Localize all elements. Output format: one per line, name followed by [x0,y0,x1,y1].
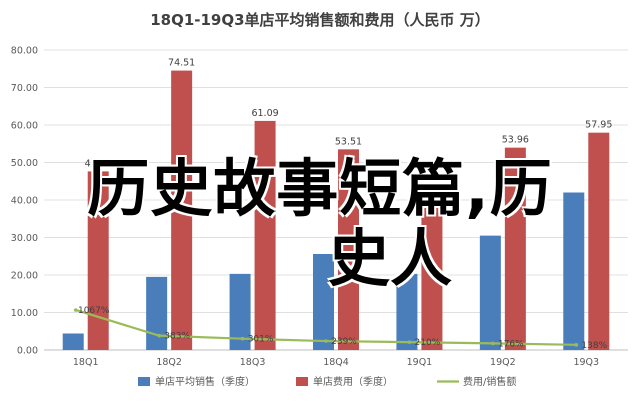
x-axis-ticks: 18Q1 18Q2 18Q3 18Q4 19Q1 19Q2 19Q3 [73,357,599,368]
ratio-label: 1067% [78,306,110,316]
x-tick-label: 18Q4 [323,357,349,368]
legend-swatch [296,377,308,386]
ratio-label: 383% [164,332,190,342]
ratio-point [240,336,245,341]
ratio-label: 176% [498,339,524,349]
legend-swatch [138,377,150,386]
bar [563,192,585,350]
bars [62,70,610,351]
x-tick-label: 19Q1 [407,357,433,368]
legend-label: 单店平均销售（季度） [155,375,255,388]
bar [479,235,501,350]
ratio-label: 210% [415,338,441,348]
bar [146,276,168,350]
bar [254,120,276,350]
ratio-line: 1067% 383% 301% 239% 210% 176% 138% [73,306,608,351]
gridlines [44,49,628,351]
y-tick-label: 40.00 [11,196,38,207]
ratio-point [157,333,161,338]
bar-value-label: 61.09 [251,108,278,119]
bar [338,149,359,350]
x-tick-label: 19Q3 [573,357,599,368]
bar [62,333,84,350]
y-tick-label: 50.00 [11,158,38,169]
ratio-point [407,340,412,344]
y-tick-label: 70.00 [11,83,38,94]
bar [421,192,443,350]
x-tick-label: 18Q2 [156,357,182,368]
ratio-label: 301% [248,335,274,345]
chart-title: 18Q1-19Q3单店平均销售额和费用（人民币 万） [150,11,490,29]
ratio-point [324,339,328,343]
x-tick-label: 18Q3 [240,357,266,368]
y-tick-label: 30.00 [11,233,38,244]
x-tick-label: 18Q1 [73,357,99,368]
ratio-point [574,343,579,347]
legend-label: 单店费用（季度） [313,375,393,388]
ratio-point [73,308,78,312]
x-tick-label: 19Q2 [490,357,516,368]
bar-labels: 47.63 74.51 61.09 53.51 53.96 57.95 [85,58,613,170]
ratio-label: 239% [331,337,357,347]
bar-value-label: 74.51 [168,58,195,69]
legend: 单店平均销售（季度） 单店费用（季度） 费用/销售额 [138,375,516,388]
bar-value-label: 53.96 [502,135,529,146]
bar [504,147,526,350]
bar [87,171,109,350]
ratio-label: 138% [581,341,607,351]
bar-value-label: 57.95 [585,120,612,131]
y-tick-label: 20.00 [11,271,38,282]
legend-label: 费用/销售额 [463,375,516,388]
y-tick-label: 10.00 [11,308,38,319]
y-tick-label: 0.00 [17,346,38,357]
y-tick-label: 60.00 [11,121,38,132]
bar [313,254,334,350]
bar-value-label: 47.63 [85,158,112,169]
y-tick-label: 80.00 [11,46,38,57]
y-axis-ticks: 0.00 10.00 20.00 30.00 40.00 50.00 60.00 70.00 8… [11,46,38,357]
bar [396,273,418,350]
bar-value-label: 53.51 [335,136,362,147]
bar [588,132,610,350]
bar [171,70,193,351]
ratio-point [491,341,495,346]
bar [229,273,251,350]
